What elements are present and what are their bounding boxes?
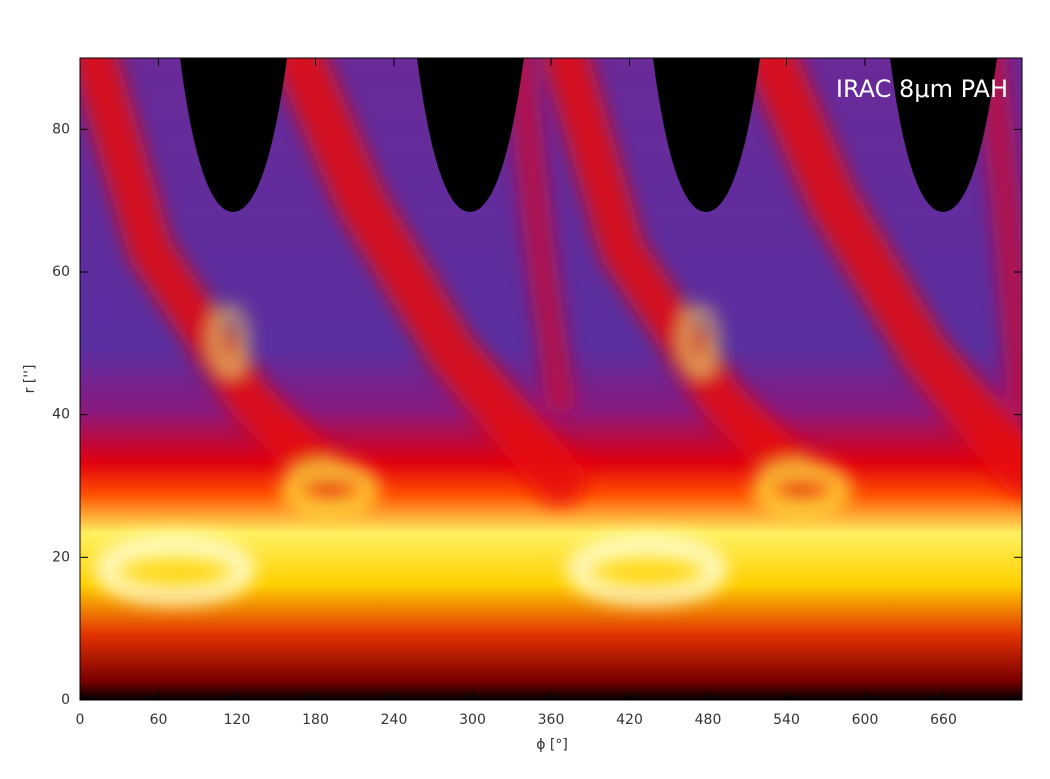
y-tick-label: 20 bbox=[52, 549, 70, 565]
annotation: IRAC 8μm PAH bbox=[836, 75, 1008, 103]
x-tick-label: 0 bbox=[76, 712, 85, 728]
y-axis-label: r [''] bbox=[22, 365, 38, 394]
x-tick-label: 240 bbox=[381, 712, 408, 728]
x-tick-label: 120 bbox=[224, 712, 251, 728]
x-tick-label: 360 bbox=[538, 712, 565, 728]
heatmap-image bbox=[80, 58, 1022, 700]
y-tick-label: 60 bbox=[52, 264, 70, 280]
x-tick-label: 420 bbox=[616, 712, 643, 728]
y-tick-label: 0 bbox=[61, 692, 70, 708]
x-tick-label: 300 bbox=[459, 712, 486, 728]
y-tick-label: 40 bbox=[52, 407, 70, 423]
x-axis-label: ϕ [°] bbox=[536, 737, 568, 753]
x-tick-label: 600 bbox=[852, 712, 879, 728]
x-tick-label: 60 bbox=[150, 712, 168, 728]
x-tick-label: 660 bbox=[930, 712, 957, 728]
x-tick-label: 540 bbox=[773, 712, 800, 728]
y-tick-label: 80 bbox=[52, 121, 70, 137]
x-tick-label: 180 bbox=[302, 712, 329, 728]
x-tick-label: 480 bbox=[695, 712, 722, 728]
